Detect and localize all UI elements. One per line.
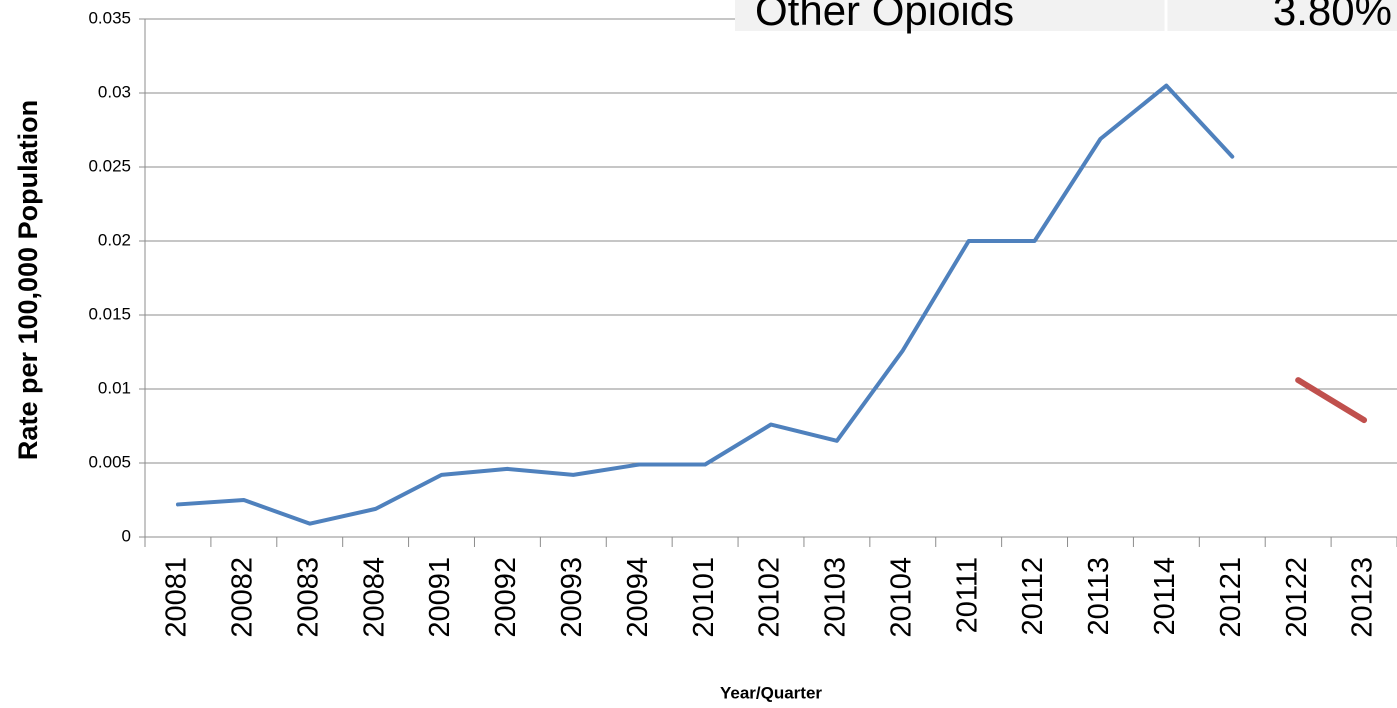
x-tick-label: 20121 xyxy=(1215,557,1247,638)
x-tick-label: 20093 xyxy=(556,557,588,638)
line-series xyxy=(175,83,1235,526)
y-tick-label: 0.03 xyxy=(98,82,131,101)
x-tick-label: 20101 xyxy=(688,557,720,638)
x-tick-label: 20084 xyxy=(358,557,390,638)
overlay-table xyxy=(735,0,1397,31)
y-tick-label: 0 xyxy=(122,526,131,545)
x-tick-label: 20114 xyxy=(1149,557,1181,636)
y-axis-label: Rate per 100,000 Population xyxy=(13,100,43,460)
overlay-text: Other Opioids xyxy=(755,0,1014,34)
x-tick-label: 20122 xyxy=(1281,557,1313,638)
x-tick-label: 20081 xyxy=(161,557,193,638)
x-tick-label: 20094 xyxy=(622,557,654,638)
x-tick-label: 20102 xyxy=(754,557,786,638)
x-tick-label: 20113 xyxy=(1083,557,1115,636)
y-tick-label: 0.025 xyxy=(88,156,131,175)
x-tick-label: 20104 xyxy=(885,557,917,638)
x-axis-label: Year/Quarter xyxy=(720,683,822,702)
line-series xyxy=(1295,377,1368,424)
y-tick-label: 0.015 xyxy=(88,304,131,323)
y-tick-label: 0.02 xyxy=(98,230,131,249)
overlay-text: 3.80% xyxy=(1273,0,1392,34)
x-tick-label: 20083 xyxy=(292,557,324,638)
x-tick-label: 20092 xyxy=(490,557,522,638)
y-tick-label: 0.005 xyxy=(88,452,131,471)
y-tick-label: 0.01 xyxy=(98,378,131,397)
x-tick-label: 20103 xyxy=(820,557,852,638)
y-tick-label: 0.035 xyxy=(88,8,131,27)
x-tick-label: 20091 xyxy=(424,557,456,638)
x-tick-label: 20123 xyxy=(1347,557,1379,638)
x-tick-label: 20111 xyxy=(951,557,983,633)
x-tick-label: 20112 xyxy=(1017,557,1049,636)
x-tick-label: 20082 xyxy=(226,557,258,638)
